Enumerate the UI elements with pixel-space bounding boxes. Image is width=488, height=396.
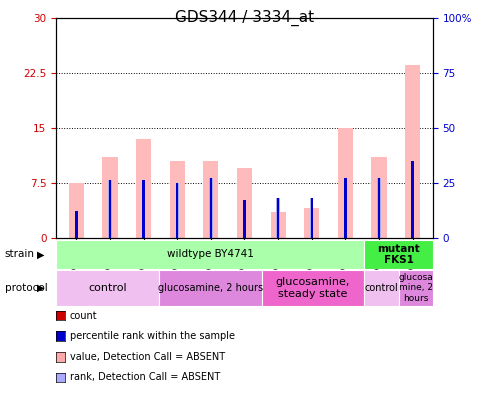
Bar <box>142 181 144 238</box>
Bar <box>209 178 212 238</box>
Bar <box>159 270 261 306</box>
Bar <box>209 230 212 238</box>
Bar <box>175 230 179 238</box>
Bar <box>175 183 179 238</box>
Bar <box>377 178 380 238</box>
Bar <box>337 128 352 238</box>
Bar <box>310 198 312 238</box>
Bar <box>304 208 319 238</box>
Bar <box>243 200 245 238</box>
Bar <box>364 270 398 306</box>
Text: glucosa
mine, 2
hours: glucosa mine, 2 hours <box>397 273 432 303</box>
Text: value, Detection Call = ABSENT: value, Detection Call = ABSENT <box>70 352 224 362</box>
Text: control: control <box>88 283 126 293</box>
Bar <box>237 168 251 238</box>
Text: strain: strain <box>5 249 35 259</box>
Bar <box>377 178 379 238</box>
Bar <box>109 181 111 238</box>
Text: control: control <box>364 283 398 293</box>
Bar <box>102 157 117 238</box>
Bar <box>276 198 279 238</box>
Text: GDS344 / 3334_at: GDS344 / 3334_at <box>175 10 313 26</box>
Text: count: count <box>70 310 97 321</box>
Bar <box>56 270 159 306</box>
Bar <box>377 232 380 238</box>
Bar <box>404 65 419 238</box>
Bar <box>261 270 364 306</box>
Bar <box>276 198 279 238</box>
Bar <box>410 161 413 238</box>
Bar <box>371 157 386 238</box>
Text: mutant
FKS1: mutant FKS1 <box>376 244 419 265</box>
Bar <box>309 232 313 238</box>
Bar <box>176 183 178 238</box>
Bar <box>364 240 432 269</box>
Bar <box>75 211 78 238</box>
Bar <box>398 270 432 306</box>
Text: glucosamine, 2 hours: glucosamine, 2 hours <box>158 283 262 293</box>
Bar <box>209 178 212 238</box>
Bar <box>56 240 364 269</box>
Text: percentile rank within the sample: percentile rank within the sample <box>70 331 234 341</box>
Bar <box>276 230 279 238</box>
Bar <box>136 139 151 238</box>
Bar <box>243 223 245 238</box>
Bar <box>142 181 145 238</box>
Bar <box>108 181 111 238</box>
Bar <box>410 161 413 238</box>
Bar <box>344 178 346 238</box>
Bar <box>343 178 346 238</box>
Bar <box>343 232 346 238</box>
Bar <box>142 219 145 238</box>
Bar <box>69 183 84 238</box>
Bar <box>270 212 285 238</box>
Text: protocol: protocol <box>5 283 47 293</box>
Text: ▶: ▶ <box>37 283 44 293</box>
Text: wildtype BY4741: wildtype BY4741 <box>166 249 253 259</box>
Bar <box>75 227 78 238</box>
Bar <box>75 211 78 238</box>
Bar <box>169 161 184 238</box>
Bar <box>243 200 245 238</box>
Text: rank, Detection Call = ABSENT: rank, Detection Call = ABSENT <box>70 372 220 383</box>
Bar <box>410 230 413 238</box>
Text: glucosamine,
steady state: glucosamine, steady state <box>275 277 349 299</box>
Bar <box>108 219 111 238</box>
Bar <box>203 161 218 238</box>
Text: ▶: ▶ <box>37 249 44 259</box>
Bar <box>309 198 313 238</box>
